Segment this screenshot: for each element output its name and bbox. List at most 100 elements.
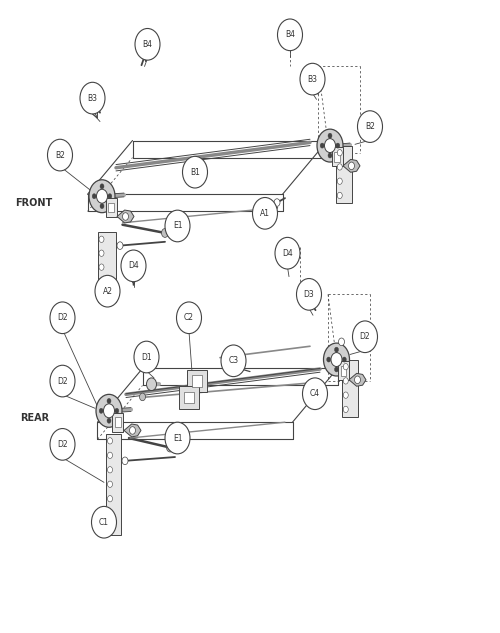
Circle shape [108, 452, 112, 458]
Circle shape [48, 139, 72, 171]
Text: A2: A2 [102, 287, 113, 296]
Circle shape [348, 162, 354, 170]
Circle shape [275, 237, 300, 269]
Circle shape [122, 213, 128, 220]
Circle shape [338, 338, 344, 346]
Circle shape [50, 302, 75, 334]
Bar [98, 232, 116, 302]
Circle shape [108, 525, 112, 531]
Circle shape [99, 278, 104, 284]
Text: D2: D2 [57, 377, 68, 385]
Circle shape [326, 357, 330, 362]
Circle shape [337, 178, 342, 184]
Circle shape [300, 63, 325, 95]
Circle shape [130, 427, 136, 434]
Circle shape [182, 156, 208, 188]
Circle shape [100, 184, 104, 189]
Circle shape [100, 204, 104, 209]
Circle shape [99, 292, 104, 298]
Text: B3: B3 [308, 75, 318, 84]
Bar [179, 386, 199, 409]
Bar [334, 152, 340, 161]
Circle shape [121, 250, 146, 282]
Circle shape [96, 394, 122, 427]
Circle shape [278, 19, 302, 51]
Circle shape [328, 153, 332, 158]
Circle shape [176, 302, 202, 334]
Bar [184, 392, 194, 403]
Text: D2: D2 [360, 332, 370, 341]
Circle shape [108, 467, 112, 473]
Circle shape [274, 199, 280, 206]
Polygon shape [124, 424, 141, 437]
Circle shape [115, 408, 119, 413]
Circle shape [354, 376, 360, 384]
Text: D3: D3 [304, 290, 314, 299]
Bar [342, 360, 358, 417]
Circle shape [310, 81, 316, 89]
Circle shape [108, 496, 112, 502]
Circle shape [352, 321, 378, 353]
Polygon shape [343, 160, 360, 172]
Circle shape [50, 365, 75, 397]
Bar [332, 147, 342, 166]
Text: D2: D2 [57, 440, 68, 449]
Circle shape [133, 272, 139, 279]
Text: C1: C1 [99, 518, 109, 527]
Circle shape [328, 133, 332, 138]
Circle shape [95, 275, 120, 307]
Circle shape [92, 194, 96, 199]
Text: E1: E1 [173, 222, 182, 230]
Polygon shape [349, 373, 366, 386]
Polygon shape [117, 210, 134, 223]
Circle shape [122, 457, 128, 465]
Circle shape [337, 149, 342, 156]
Circle shape [343, 378, 348, 384]
Circle shape [146, 378, 156, 391]
Circle shape [324, 343, 349, 376]
Circle shape [117, 242, 123, 249]
Circle shape [99, 250, 104, 256]
Circle shape [162, 229, 168, 237]
Bar [341, 366, 346, 375]
Circle shape [135, 28, 160, 60]
Circle shape [343, 363, 348, 370]
Circle shape [331, 353, 342, 367]
Text: B3: B3 [88, 94, 98, 103]
Bar [106, 198, 117, 217]
Circle shape [252, 197, 278, 229]
Circle shape [324, 139, 336, 153]
Circle shape [336, 143, 340, 148]
Text: B1: B1 [190, 168, 200, 177]
Circle shape [221, 345, 246, 377]
Circle shape [358, 111, 382, 142]
Text: C2: C2 [184, 313, 194, 322]
Circle shape [342, 357, 346, 362]
Circle shape [99, 264, 104, 270]
Bar [108, 203, 114, 212]
Text: D1: D1 [141, 353, 152, 361]
Text: B4: B4 [142, 40, 152, 49]
Circle shape [99, 408, 103, 413]
Text: E1: E1 [173, 434, 182, 442]
Circle shape [93, 100, 99, 108]
Circle shape [308, 298, 314, 306]
Circle shape [108, 481, 112, 487]
Circle shape [107, 398, 111, 403]
Bar [336, 146, 352, 203]
Circle shape [104, 404, 115, 418]
Text: B2: B2 [55, 151, 65, 160]
Bar [106, 434, 121, 535]
Circle shape [166, 443, 173, 452]
Circle shape [140, 393, 145, 401]
Text: D4: D4 [282, 249, 293, 258]
Circle shape [134, 341, 159, 373]
Text: FRONT: FRONT [15, 197, 52, 208]
Text: D4: D4 [128, 261, 139, 270]
Bar [186, 370, 206, 392]
Text: B4: B4 [285, 30, 295, 39]
Circle shape [50, 429, 75, 460]
Circle shape [107, 418, 111, 423]
Bar [115, 418, 120, 427]
Text: C3: C3 [228, 356, 238, 365]
